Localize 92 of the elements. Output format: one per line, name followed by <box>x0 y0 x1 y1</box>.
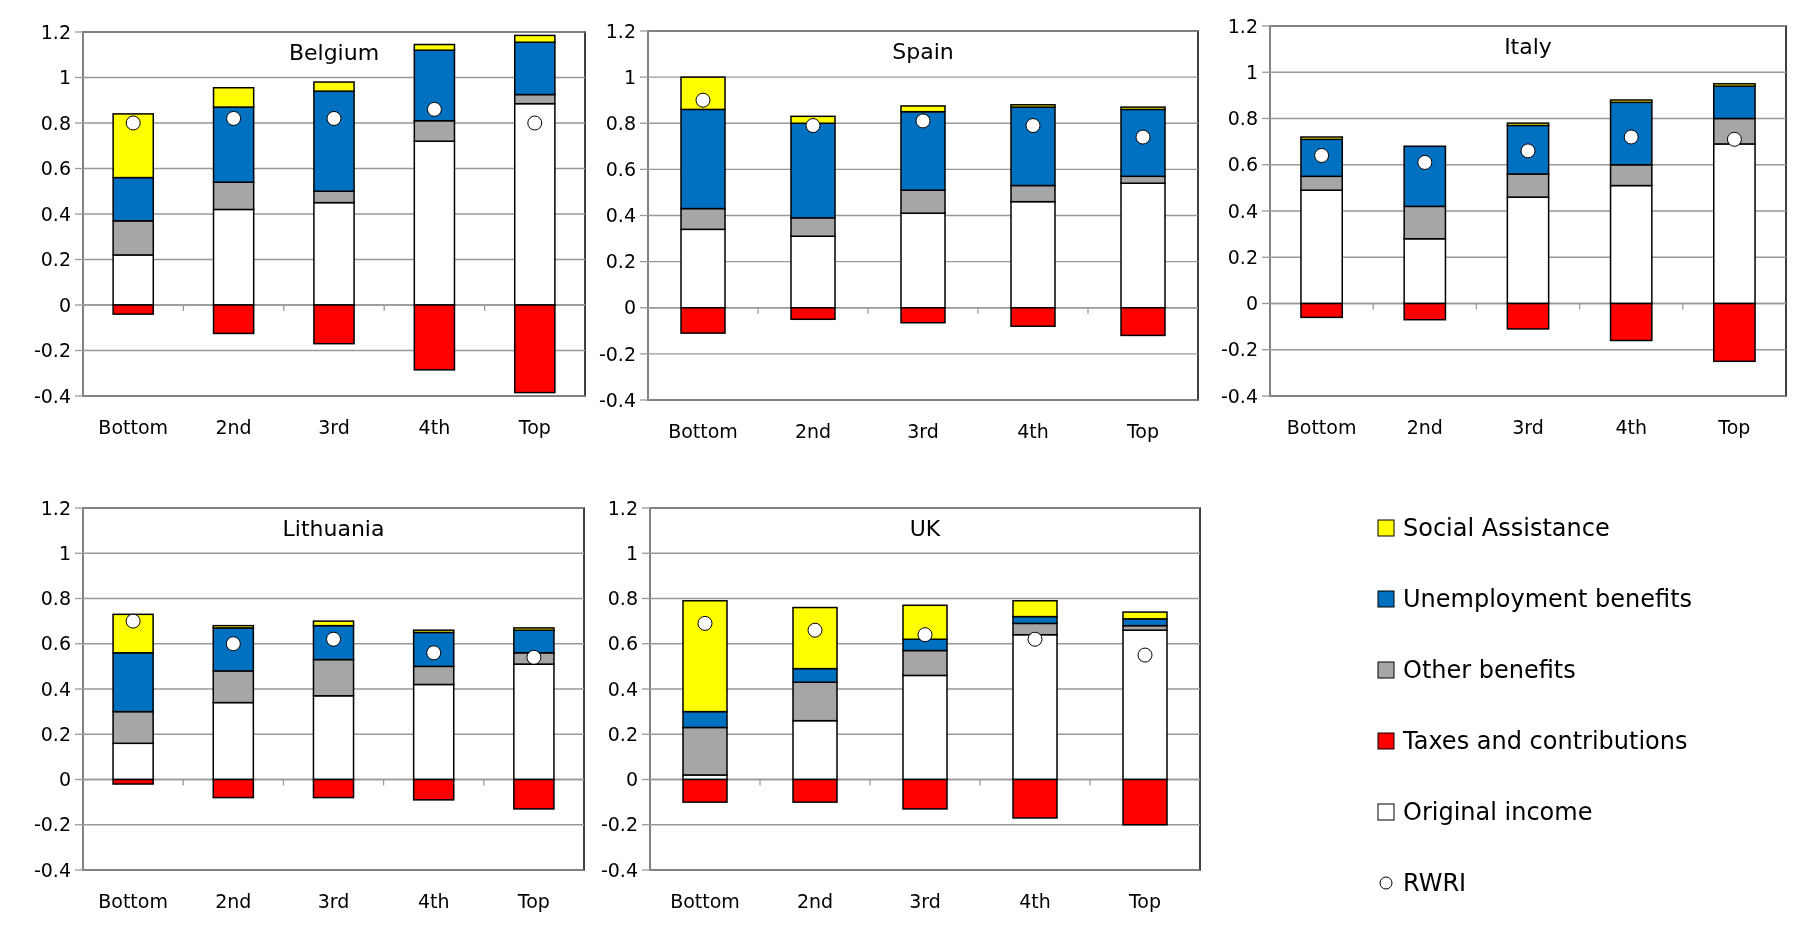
point <box>1623 129 1639 145</box>
x-tick-label: 3rd <box>1512 416 1544 438</box>
y-tick-label: -0.4 <box>33 384 71 407</box>
y-tick-label: 0.6 <box>40 632 71 655</box>
y-tick-label: -0.4 <box>33 858 71 881</box>
x-tick-label: Bottom <box>98 890 168 912</box>
y-tick-label: 0.4 <box>1227 199 1258 222</box>
point <box>697 615 713 631</box>
y-tick-label: 0.4 <box>40 202 71 225</box>
y-tick-label: 1.2 <box>607 496 638 519</box>
y-tick-label: 0 <box>1245 292 1258 315</box>
point <box>1417 154 1433 170</box>
y-tick-label: 0.8 <box>607 587 638 610</box>
x-tick-label: 3rd <box>907 420 939 442</box>
y-tick-label: 0.8 <box>1227 107 1258 130</box>
x-tick-label: Bottom <box>668 420 738 442</box>
x-tick-label: Top <box>1717 416 1751 438</box>
y-tick-label: -0.4 <box>598 388 636 411</box>
y-tick-label: 0 <box>625 768 638 791</box>
chart-title: Lithuania <box>282 516 385 541</box>
y-tick-label: 1 <box>58 541 71 564</box>
y-tick-label: 0 <box>623 296 636 319</box>
y-tick-label: 0.4 <box>605 204 636 227</box>
y-tick-label: 0.6 <box>1227 153 1258 176</box>
x-tick-label: 2nd <box>215 416 252 438</box>
y-tick-label: 0.8 <box>605 111 636 134</box>
x-tick-label: 3rd <box>317 890 350 912</box>
y-tick-label: 0.2 <box>1227 245 1258 268</box>
x-tick-label: Top <box>1127 890 1162 912</box>
y-tick-label: 0.2 <box>40 248 71 271</box>
legend-label: Original income <box>1403 798 1593 827</box>
chart-title: Belgium <box>288 40 380 65</box>
y-tick-label: 0.4 <box>40 677 71 700</box>
x-tick-label: Bottom <box>98 416 169 438</box>
y-tick-label: 0.2 <box>40 722 71 745</box>
y-tick-label: -0.4 <box>1220 384 1258 407</box>
y-tick-label: 0.6 <box>605 158 636 181</box>
y-tick-label: 0 <box>58 293 71 316</box>
y-tick-label: -0.2 <box>1220 338 1258 361</box>
x-tick-label: Top <box>1125 420 1160 442</box>
y-tick-label: 0 <box>58 768 71 791</box>
bar <box>682 778 728 803</box>
y-tick-label: 1 <box>623 65 636 88</box>
x-tick-label: Bottom <box>1286 416 1357 438</box>
x-tick-label: Top <box>517 416 551 438</box>
point <box>1135 129 1151 145</box>
legend-label: RWRI <box>1403 869 1467 898</box>
x-tick-label: 3rd <box>318 416 350 438</box>
y-tick-label: -0.2 <box>33 339 71 362</box>
legend-label: Social Assistance <box>1403 514 1610 543</box>
chart-title: Italy <box>1504 34 1552 59</box>
x-tick-label: 4th <box>417 890 450 912</box>
y-tick-label: -0.2 <box>600 813 638 836</box>
x-tick-label: 4th <box>1017 420 1049 442</box>
y-tick-label: 0.2 <box>607 722 638 745</box>
x-tick-label: 3rd <box>909 890 941 912</box>
chart-title: UK <box>909 516 941 541</box>
legend-label: Taxes and contributions <box>1402 727 1688 756</box>
y-tick-label: 1.2 <box>40 20 71 43</box>
x-tick-label: Top <box>516 890 550 912</box>
y-tick-label: 1 <box>625 541 638 564</box>
y-tick-label: -0.2 <box>598 342 636 365</box>
point <box>526 649 542 665</box>
y-tick-label: 0.2 <box>605 250 636 273</box>
x-tick-label: 4th <box>1019 890 1051 912</box>
x-tick-label: Bottom <box>670 890 740 912</box>
x-tick-label: 2nd <box>1406 416 1443 438</box>
y-tick-label: 1 <box>1245 60 1258 83</box>
legend-label: Unemployment benefits <box>1403 585 1693 614</box>
y-tick-label: 0.6 <box>40 157 71 180</box>
x-tick-label: 4th <box>418 416 451 438</box>
chart-title: Spain <box>892 39 954 64</box>
point <box>915 113 931 129</box>
legend-label: Other benefits <box>1403 656 1576 685</box>
x-tick-label: 4th <box>1615 416 1647 438</box>
y-tick-label: 1 <box>58 66 71 89</box>
y-tick-label: 1.2 <box>40 496 71 519</box>
y-tick-label: -0.4 <box>600 858 638 881</box>
y-tick-label: 0.4 <box>607 677 638 700</box>
y-tick-label: 1.2 <box>605 19 636 42</box>
y-tick-label: 0.8 <box>40 587 71 610</box>
point <box>917 627 933 643</box>
y-tick-label: 1.2 <box>1227 14 1258 37</box>
y-tick-label: -0.2 <box>33 813 71 836</box>
x-tick-label: 2nd <box>796 890 834 912</box>
point <box>125 613 141 629</box>
y-tick-label: 0.8 <box>40 111 71 134</box>
x-tick-label: 2nd <box>794 420 832 442</box>
x-tick-label: 2nd <box>215 890 252 912</box>
point <box>805 118 821 134</box>
y-tick-label: 0.6 <box>607 632 638 655</box>
point <box>1025 118 1041 134</box>
